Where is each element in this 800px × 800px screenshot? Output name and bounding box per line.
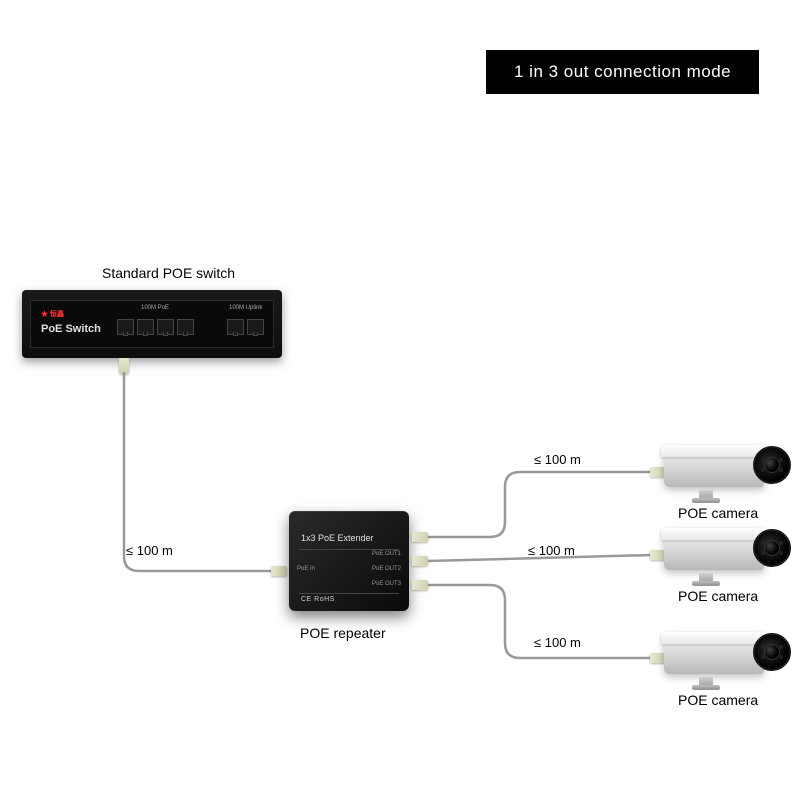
camera-ir-led — [779, 655, 783, 659]
poe-camera-device — [664, 442, 779, 497]
camera-ir-led — [761, 458, 765, 462]
camera-ir-led — [761, 541, 765, 545]
camera-ir-led — [761, 551, 765, 555]
camera-lens-icon — [764, 644, 780, 660]
camera-ir-led — [779, 468, 783, 472]
poe-camera-device — [664, 525, 779, 580]
camera-label: POE camera — [678, 588, 758, 604]
camera-ir-led — [779, 541, 783, 545]
camera-body — [664, 634, 764, 674]
camera-base — [692, 498, 720, 503]
camera-hood — [661, 445, 767, 457]
camera-body — [664, 447, 764, 487]
camera-lens-icon — [764, 457, 780, 473]
camera-lens-housing — [753, 633, 791, 671]
camera-lens-housing — [753, 529, 791, 567]
camera-ir-led — [779, 458, 783, 462]
camera-base — [692, 581, 720, 586]
camera-label: POE camera — [678, 692, 758, 708]
poe-camera-device — [664, 629, 779, 684]
distance-label: ≤ 100 m — [534, 635, 581, 650]
camera-ir-led — [761, 655, 765, 659]
camera-ir-led — [779, 645, 783, 649]
camera-body — [664, 530, 764, 570]
camera-lens-housing — [753, 446, 791, 484]
camera-hood — [661, 632, 767, 644]
camera-ir-led — [761, 468, 765, 472]
camera-label: POE camera — [678, 505, 758, 521]
camera-lens-icon — [764, 540, 780, 556]
camera-base — [692, 685, 720, 690]
rj45-plug-icon — [412, 580, 428, 590]
camera-ir-led — [779, 551, 783, 555]
camera-ir-led — [761, 645, 765, 649]
camera-hood — [661, 528, 767, 540]
